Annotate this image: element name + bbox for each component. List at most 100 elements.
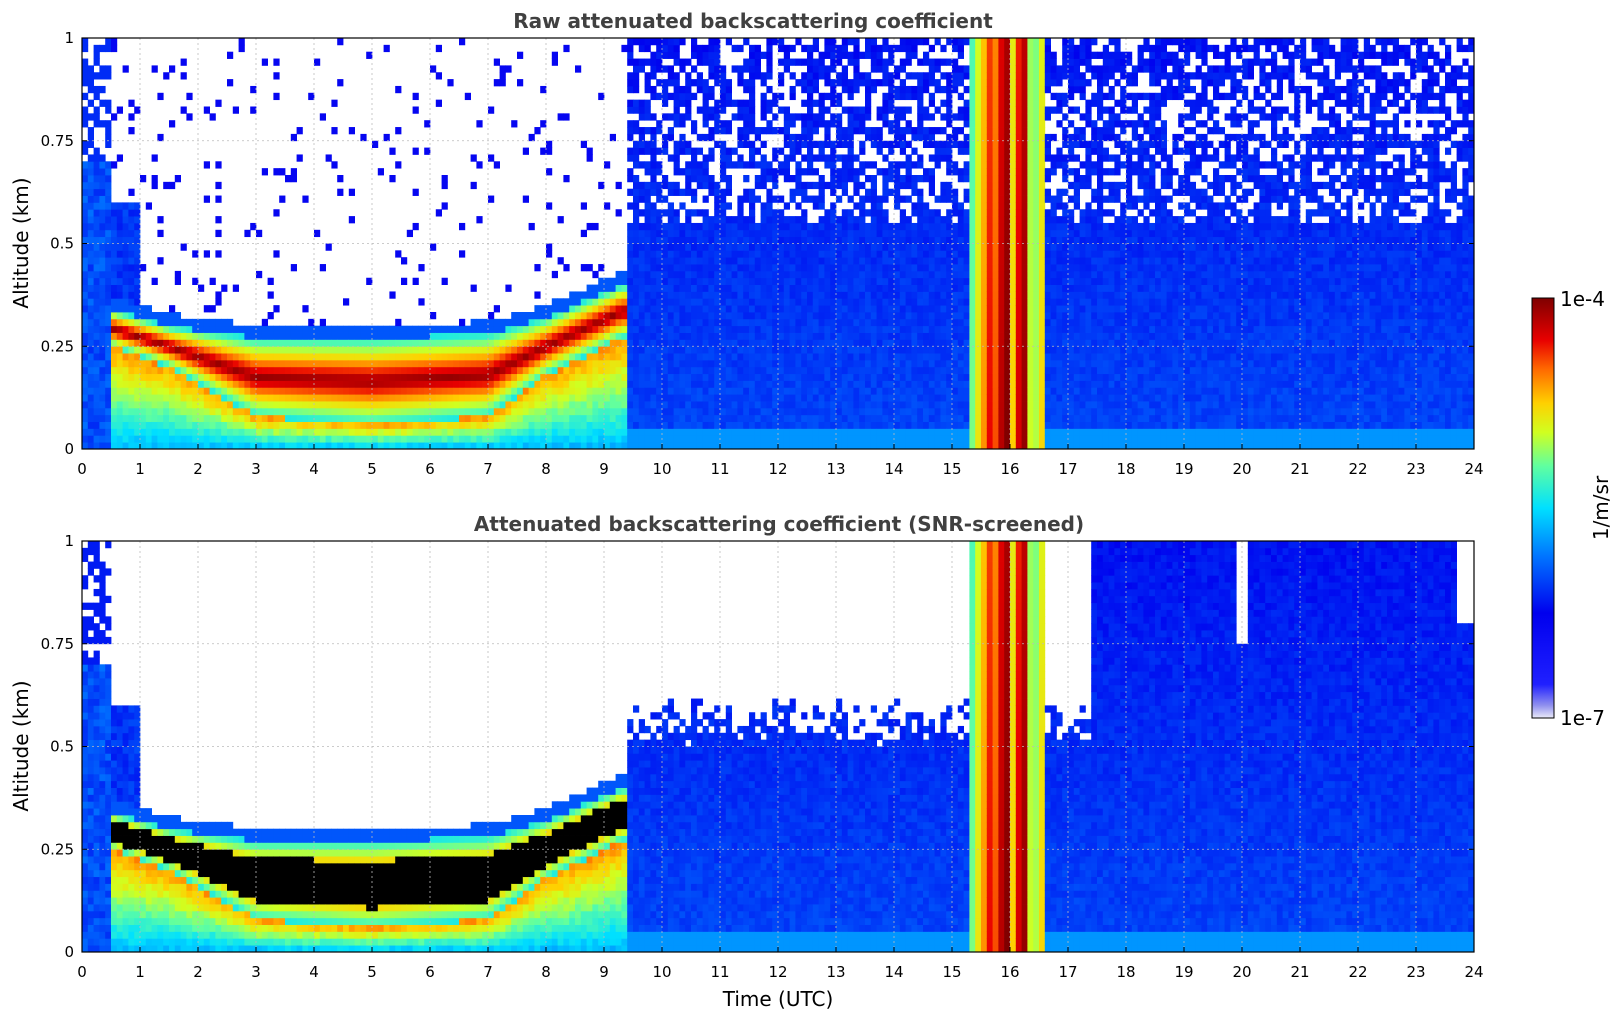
heatmap-cell <box>824 394 831 402</box>
heatmap-cell <box>743 257 750 265</box>
heatmap-cell <box>789 277 796 285</box>
heatmap-cell <box>459 394 466 402</box>
heatmap-cell <box>696 359 703 368</box>
heatmap-cell <box>928 401 935 409</box>
heatmap-cell <box>766 401 773 409</box>
heatmap-cell <box>122 346 129 354</box>
heatmap-cell <box>383 325 390 333</box>
heatmap-cell <box>82 332 89 340</box>
heatmap-cell <box>383 407 390 416</box>
heatmap-cell <box>853 277 860 285</box>
heatmap-cell <box>615 428 622 436</box>
heatmap-cell <box>917 113 924 121</box>
heatmap-cell <box>82 318 89 327</box>
heatmap-cell <box>406 359 413 368</box>
heatmap-cell <box>911 161 918 169</box>
heatmap-cell <box>563 346 570 354</box>
heatmap-cell <box>99 305 106 313</box>
heatmap-cell <box>743 421 750 429</box>
heatmap-cell <box>685 216 692 224</box>
heatmap-cell <box>894 353 901 361</box>
heatmap-cell <box>186 353 193 361</box>
heatmap-cell <box>638 353 645 361</box>
heatmap-cell <box>841 72 848 80</box>
heatmap-cell <box>82 120 89 128</box>
heatmap-cell <box>691 257 698 265</box>
heatmap-cell <box>435 332 442 340</box>
heatmap-cell <box>198 332 205 340</box>
heatmap-cell <box>580 359 587 368</box>
heatmap-cell <box>778 407 785 416</box>
heatmap-cell <box>134 277 141 285</box>
heatmap-cell <box>888 407 895 416</box>
heatmap-cell <box>725 236 732 244</box>
heatmap-cell <box>99 161 106 169</box>
heatmap-cell <box>679 394 686 402</box>
heatmap-cell <box>928 270 935 279</box>
heatmap-cell <box>807 147 814 155</box>
heatmap-cell <box>534 407 541 416</box>
heatmap-cell <box>285 421 292 429</box>
heatmap-cell <box>586 332 593 340</box>
heatmap-cell <box>314 401 321 409</box>
heatmap-cell <box>227 325 234 333</box>
heatmap-cell <box>122 236 129 244</box>
heatmap-cell <box>551 270 558 279</box>
heatmap-cell <box>888 92 895 101</box>
heatmap-cell <box>766 394 773 402</box>
heatmap-cell <box>412 359 419 368</box>
heatmap-cell <box>778 305 785 313</box>
heatmap-cell <box>151 421 158 429</box>
heatmap-cell <box>633 428 640 436</box>
heatmap-cell <box>853 175 860 183</box>
heatmap-cell <box>807 428 814 436</box>
heatmap-cell <box>82 236 89 244</box>
heatmap-cell <box>865 243 872 251</box>
heatmap-cell <box>888 380 895 388</box>
heatmap-cell <box>441 380 448 388</box>
heatmap-cell <box>934 346 941 354</box>
heatmap-cell <box>372 421 379 429</box>
heatmap-cell <box>894 133 901 142</box>
heatmap-cell <box>795 175 802 183</box>
heatmap-cell <box>691 401 698 409</box>
heatmap-cell <box>424 353 431 361</box>
heatmap-cell <box>180 407 187 416</box>
heatmap-cell <box>412 414 419 422</box>
heatmap-cell <box>389 346 396 354</box>
heatmap-cell <box>870 305 877 313</box>
heatmap-cell <box>134 421 141 429</box>
heatmap-cell <box>667 435 674 443</box>
heatmap-cell <box>795 373 802 381</box>
heatmap-cell <box>841 284 848 292</box>
heatmap-cell <box>795 332 802 340</box>
heatmap-cell <box>116 284 123 292</box>
heatmap-cell <box>847 92 854 101</box>
heatmap-cell <box>563 353 570 361</box>
heatmap-cell <box>737 270 744 279</box>
heatmap-cell <box>749 106 756 114</box>
heatmap-cell <box>87 99 94 107</box>
heatmap-cell <box>807 236 814 244</box>
heatmap-cell <box>499 387 506 395</box>
heatmap-cell <box>656 44 663 53</box>
heatmap-cell <box>836 72 843 80</box>
heatmap-cell <box>354 353 361 361</box>
heatmap-cell <box>267 359 274 368</box>
heatmap-cell <box>221 435 228 443</box>
heatmap-cell <box>818 120 825 128</box>
heatmap-cell <box>609 339 616 347</box>
heatmap-cell <box>325 346 332 354</box>
heatmap-cell <box>505 339 512 347</box>
heatmap-cell <box>493 387 500 395</box>
heatmap-cell <box>888 168 895 176</box>
heatmap-cell <box>720 407 727 416</box>
heatmap-cell <box>493 414 500 422</box>
heatmap-cell <box>528 421 535 429</box>
heatmap-cell <box>372 339 379 347</box>
heatmap-cell <box>841 188 848 196</box>
heatmap-cell <box>870 435 877 443</box>
heatmap-cell <box>882 44 889 53</box>
heatmap-cell <box>847 353 854 361</box>
heatmap-cell <box>169 366 176 375</box>
